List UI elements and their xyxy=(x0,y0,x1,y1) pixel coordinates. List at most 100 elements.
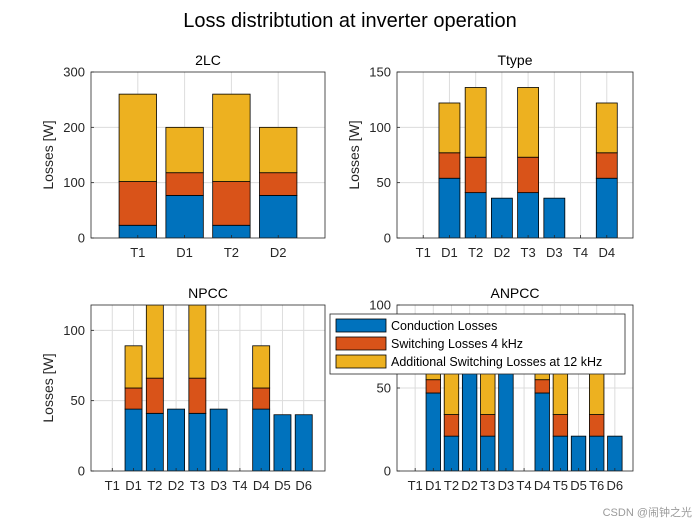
bar-d6-series-1 xyxy=(607,435,623,471)
bar-t1-series-2 xyxy=(118,181,157,226)
bars-group xyxy=(124,305,313,471)
x-tick-label: D3 xyxy=(498,478,515,493)
x-tick-label: D1 xyxy=(176,245,193,260)
bar-d1-series-2 xyxy=(165,172,204,196)
y-axis-label: Losses [W] xyxy=(346,120,362,189)
subplot-ttype: 0 50 100 150 T1 D1 T2 D2 T3 D3 T4 D4 Ttype Losses [W] xyxy=(346,52,634,260)
bar-t1-series-3 xyxy=(118,93,157,182)
x-tick-label: D5 xyxy=(274,478,291,493)
bar-d1-series-2 xyxy=(124,387,143,410)
x-tick-label: D6 xyxy=(607,478,624,493)
y-tick-label: 100 xyxy=(369,120,391,135)
x-tick-label: T4 xyxy=(516,478,531,493)
bar-t3-series-3 xyxy=(188,305,207,379)
bar-d4-series-1 xyxy=(534,392,550,471)
bar-t2-series-2 xyxy=(145,377,164,414)
bar-t3-series-3 xyxy=(517,87,539,158)
y-axis-label: Losses [W] xyxy=(40,120,56,189)
bar-t2-series-1 xyxy=(464,192,487,238)
x-tick-label: T2 xyxy=(147,478,162,493)
bar-d1-series-1 xyxy=(124,408,143,471)
x-tick-label: T6 xyxy=(589,478,604,493)
bar-d4-series-3 xyxy=(252,345,271,389)
bar-d4-series-3 xyxy=(595,102,618,154)
x-tick-label: D3 xyxy=(546,245,563,260)
figure-title: Loss distribtution at inverter operation xyxy=(183,10,517,32)
bar-t6-series-1 xyxy=(589,435,605,471)
bar-t2-series-2 xyxy=(464,156,487,194)
bar-d1-series-3 xyxy=(438,102,461,154)
bar-t3-series-2 xyxy=(517,156,539,194)
bar-d2-series-1 xyxy=(167,408,185,471)
bar-d4-series-1 xyxy=(252,408,271,471)
bar-d5-series-1 xyxy=(570,435,587,471)
bar-d3-series-1 xyxy=(209,408,228,471)
bar-t6-series-2 xyxy=(589,414,605,437)
axes-box xyxy=(90,71,326,239)
x-tick-label: T3 xyxy=(521,245,536,260)
x-tick-label: D1 xyxy=(125,478,142,493)
legend-swatch-2 xyxy=(335,336,387,351)
x-tick-label: T2 xyxy=(224,245,239,260)
legend-swatch-3 xyxy=(335,354,387,369)
axes-box xyxy=(90,304,326,472)
y-tick-label: 100 xyxy=(369,298,391,313)
x-tick-label: D4 xyxy=(253,478,270,493)
bar-t2-series-3 xyxy=(145,305,164,379)
y-tick-label: 50 xyxy=(377,175,391,190)
subplot-title: 2LC xyxy=(195,52,221,68)
legend-label-2: Switching Losses 4 kHz xyxy=(391,337,523,351)
y-tick-label: 200 xyxy=(63,120,85,135)
legend: Conduction Losses Switching Losses 4 kHz A… xyxy=(329,313,626,375)
subplot-anpcc: 0 50 100 T1 D1 T2 D2 T3 D3 T4 D4 T5 D5 T6 D6 ANPCC xyxy=(369,285,634,493)
y-tick-label: 0 xyxy=(384,231,391,246)
bar-t3-series-2 xyxy=(480,414,496,437)
x-tick-label: D3 xyxy=(210,478,227,493)
subplot-2lc: 0 100 200 300 T1 D1 T2 D2 2LC Losses [W] xyxy=(40,52,326,260)
bar-d5-series-1 xyxy=(273,414,292,471)
legend-swatch-1 xyxy=(335,318,387,333)
bar-t3-series-2 xyxy=(188,377,207,414)
bar-d3-series-1 xyxy=(543,197,566,238)
x-tick-label: T4 xyxy=(573,245,588,260)
bar-t3-series-1 xyxy=(188,412,207,471)
y-tick-label: 100 xyxy=(63,323,85,338)
x-tick-label: T3 xyxy=(480,478,495,493)
bar-t5-series-1 xyxy=(552,435,569,471)
y-tick-label: 0 xyxy=(78,464,85,479)
bar-d4-series-2 xyxy=(252,387,271,410)
x-tick-label: D6 xyxy=(295,478,312,493)
bar-t5-series-2 xyxy=(552,414,569,437)
bar-d2-series-1 xyxy=(490,197,513,238)
y-tick-label: 0 xyxy=(78,231,85,246)
legend-label-3: Additional Switching Losses at 12 kHz xyxy=(391,355,602,369)
bar-d1-series-2 xyxy=(425,379,441,394)
bar-d4-series-1 xyxy=(595,177,618,238)
x-tick-label: T1 xyxy=(105,478,120,493)
x-tick-label: D2 xyxy=(168,478,185,493)
subplot-title: Ttype xyxy=(497,52,532,68)
y-axis-label: Losses [W] xyxy=(40,353,56,422)
bar-d1-series-1 xyxy=(425,392,441,471)
bar-t3-series-1 xyxy=(517,192,539,238)
watermark: CSDN @闹钟之光 xyxy=(602,507,692,519)
bar-t2-series-1 xyxy=(145,412,164,471)
bar-t2-series-1 xyxy=(443,435,460,471)
bar-d6-series-1 xyxy=(294,414,313,471)
x-tick-label: T4 xyxy=(232,478,247,493)
bar-t2-series-3 xyxy=(464,87,487,158)
bar-t2-series-3 xyxy=(212,93,251,182)
y-tick-label: 50 xyxy=(71,393,85,408)
bar-t3-series-1 xyxy=(480,435,496,471)
x-tick-label: T3 xyxy=(190,478,205,493)
x-tick-label: T2 xyxy=(468,245,483,260)
bar-d2-series-1 xyxy=(259,194,298,238)
x-tick-label: T1 xyxy=(408,478,423,493)
y-tick-label: 150 xyxy=(369,65,391,80)
x-tick-label: D4 xyxy=(534,478,551,493)
y-tick-label: 50 xyxy=(377,381,391,396)
axes-box xyxy=(396,71,634,239)
y-tick-label: 0 xyxy=(384,464,391,479)
bars-group xyxy=(118,93,298,238)
